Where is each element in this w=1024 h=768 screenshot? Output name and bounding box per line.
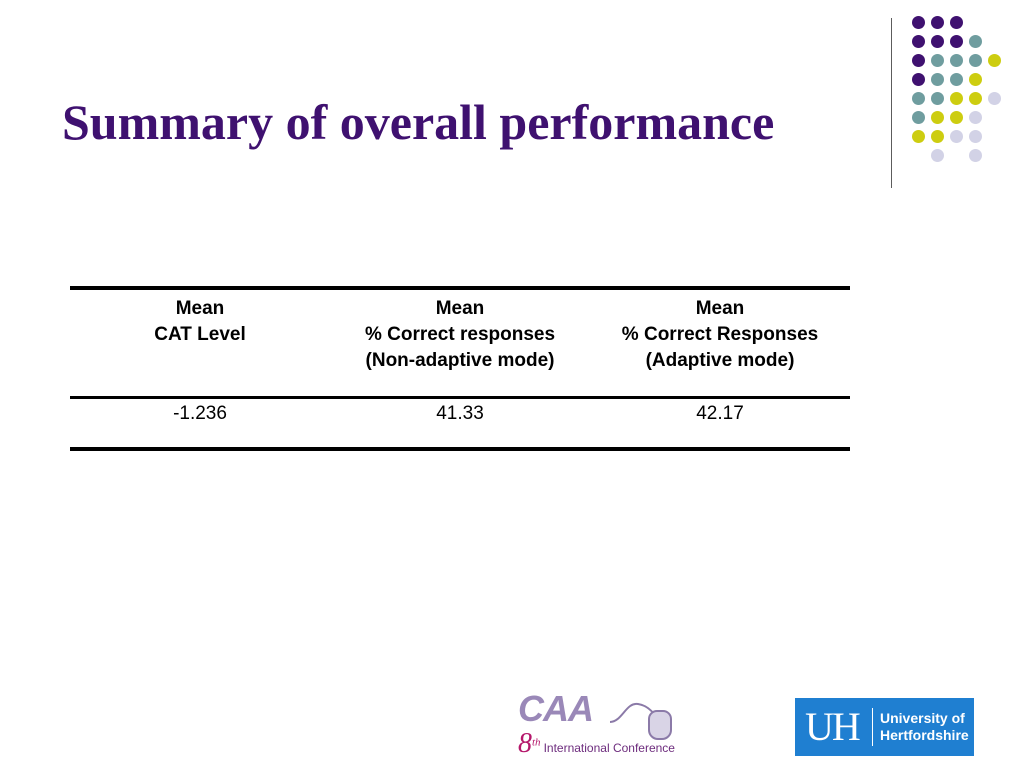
decorative-dot	[950, 111, 963, 124]
decorative-dot	[931, 54, 944, 67]
decorative-dot	[931, 92, 944, 105]
decorative-dot	[912, 130, 925, 143]
decorative-dot	[912, 35, 925, 48]
caa-edition-suffix: th	[532, 736, 541, 749]
header-adaptive: Mean % Correct Responses (Adaptive mode)	[590, 288, 850, 398]
performance-table-container: Mean CAT Level Mean % Correct responses …	[70, 286, 850, 451]
decorative-dot	[931, 73, 944, 86]
decorative-dot	[912, 111, 925, 124]
decorative-dot	[988, 92, 1001, 105]
cell-cat-level: -1.236	[173, 403, 227, 424]
decorative-dot	[931, 35, 944, 48]
cell-non-adaptive: 41.33	[436, 403, 484, 424]
decorative-dot	[931, 111, 944, 124]
university-logo: UH University of Hertfordshire	[795, 698, 974, 756]
decorative-dot	[912, 92, 925, 105]
header-line: (Non-adaptive mode)	[365, 350, 555, 371]
decorative-dot	[969, 73, 982, 86]
university-name-line2: Hertfordshire	[880, 727, 969, 743]
decorative-dot	[912, 54, 925, 67]
header-line: Mean	[175, 298, 225, 319]
decorative-dot	[950, 35, 963, 48]
decorative-dot	[969, 35, 982, 48]
uh-monogram: UH	[805, 704, 861, 749]
decorative-dot	[988, 54, 1001, 67]
university-name: University of Hertfordshire	[880, 710, 969, 744]
decorative-dot	[969, 149, 982, 162]
decorative-dot	[969, 111, 982, 124]
decorative-dot	[931, 16, 944, 29]
header-line: CAT Level	[154, 324, 246, 345]
caa-conference-label: International Conference	[543, 741, 675, 755]
caa-wordmark: CAA	[518, 688, 594, 729]
decorative-dot	[912, 73, 925, 86]
decorative-dot	[969, 130, 982, 143]
decorative-dot	[969, 92, 982, 105]
decorative-dot	[969, 54, 982, 67]
table-row: -1.236 41.33 42.17	[70, 398, 850, 449]
header-line: Mean	[695, 298, 745, 319]
decorative-dot	[931, 149, 944, 162]
decorative-dot	[950, 16, 963, 29]
header-cat-level: Mean CAT Level	[70, 288, 330, 398]
caa-conference-logo: CAA 8th International Conference	[516, 690, 676, 760]
slide-title: Summary of overall performance	[62, 94, 775, 150]
decorative-dot	[950, 73, 963, 86]
decorative-dot	[950, 130, 963, 143]
header-line: % Correct Responses	[621, 324, 819, 345]
computer-mouse-icon	[648, 710, 672, 740]
performance-table: Mean CAT Level Mean % Correct responses …	[70, 286, 850, 451]
logo-divider	[872, 708, 873, 746]
decorative-dot	[931, 130, 944, 143]
header-line: (Adaptive mode)	[645, 350, 795, 371]
header-line: % Correct responses	[364, 324, 556, 345]
decorative-dot	[950, 92, 963, 105]
university-name-line1: University of	[880, 710, 965, 726]
decorative-dot	[950, 54, 963, 67]
header-line: Mean	[435, 298, 485, 319]
table-header-row: Mean CAT Level Mean % Correct responses …	[70, 288, 850, 398]
caa-edition: 8th International Conference	[518, 728, 675, 760]
decorative-dot	[912, 16, 925, 29]
caa-edition-number: 8	[518, 728, 532, 759]
header-non-adaptive: Mean % Correct responses (Non-adaptive m…	[330, 288, 590, 398]
cell-adaptive: 42.17	[696, 403, 744, 424]
title-divider	[891, 18, 892, 188]
